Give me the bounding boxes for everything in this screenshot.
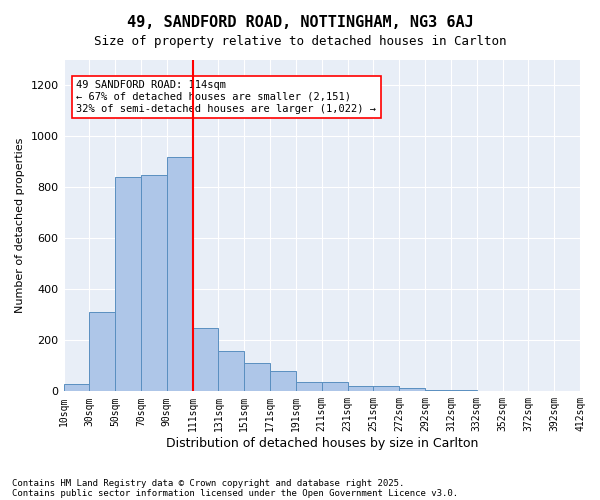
Bar [270,371,296,392]
Text: Contains public sector information licensed under the Open Government Licence v3: Contains public sector information licen… [12,488,458,498]
Bar [373,386,399,392]
Bar [115,177,141,392]
Bar [347,386,373,392]
Bar [425,390,451,392]
Y-axis label: Number of detached properties: Number of detached properties [15,138,25,314]
Bar [89,312,115,392]
Bar [244,364,270,392]
Bar [141,174,167,392]
Bar [322,382,347,392]
Text: Size of property relative to detached houses in Carlton: Size of property relative to detached ho… [94,35,506,48]
Bar [167,157,193,392]
Text: Contains HM Land Registry data © Crown copyright and database right 2025.: Contains HM Land Registry data © Crown c… [12,478,404,488]
X-axis label: Distribution of detached houses by size in Carlton: Distribution of detached houses by size … [166,437,478,450]
Bar [399,388,425,392]
Bar [451,390,477,392]
Bar [193,328,218,392]
Bar [218,350,244,392]
Text: 49, SANDFORD ROAD, NOTTINGHAM, NG3 6AJ: 49, SANDFORD ROAD, NOTTINGHAM, NG3 6AJ [127,15,473,30]
Text: 49 SANDFORD ROAD: 114sqm
← 67% of detached houses are smaller (2,151)
32% of sem: 49 SANDFORD ROAD: 114sqm ← 67% of detach… [76,80,376,114]
Bar [64,384,89,392]
Bar [296,382,322,392]
